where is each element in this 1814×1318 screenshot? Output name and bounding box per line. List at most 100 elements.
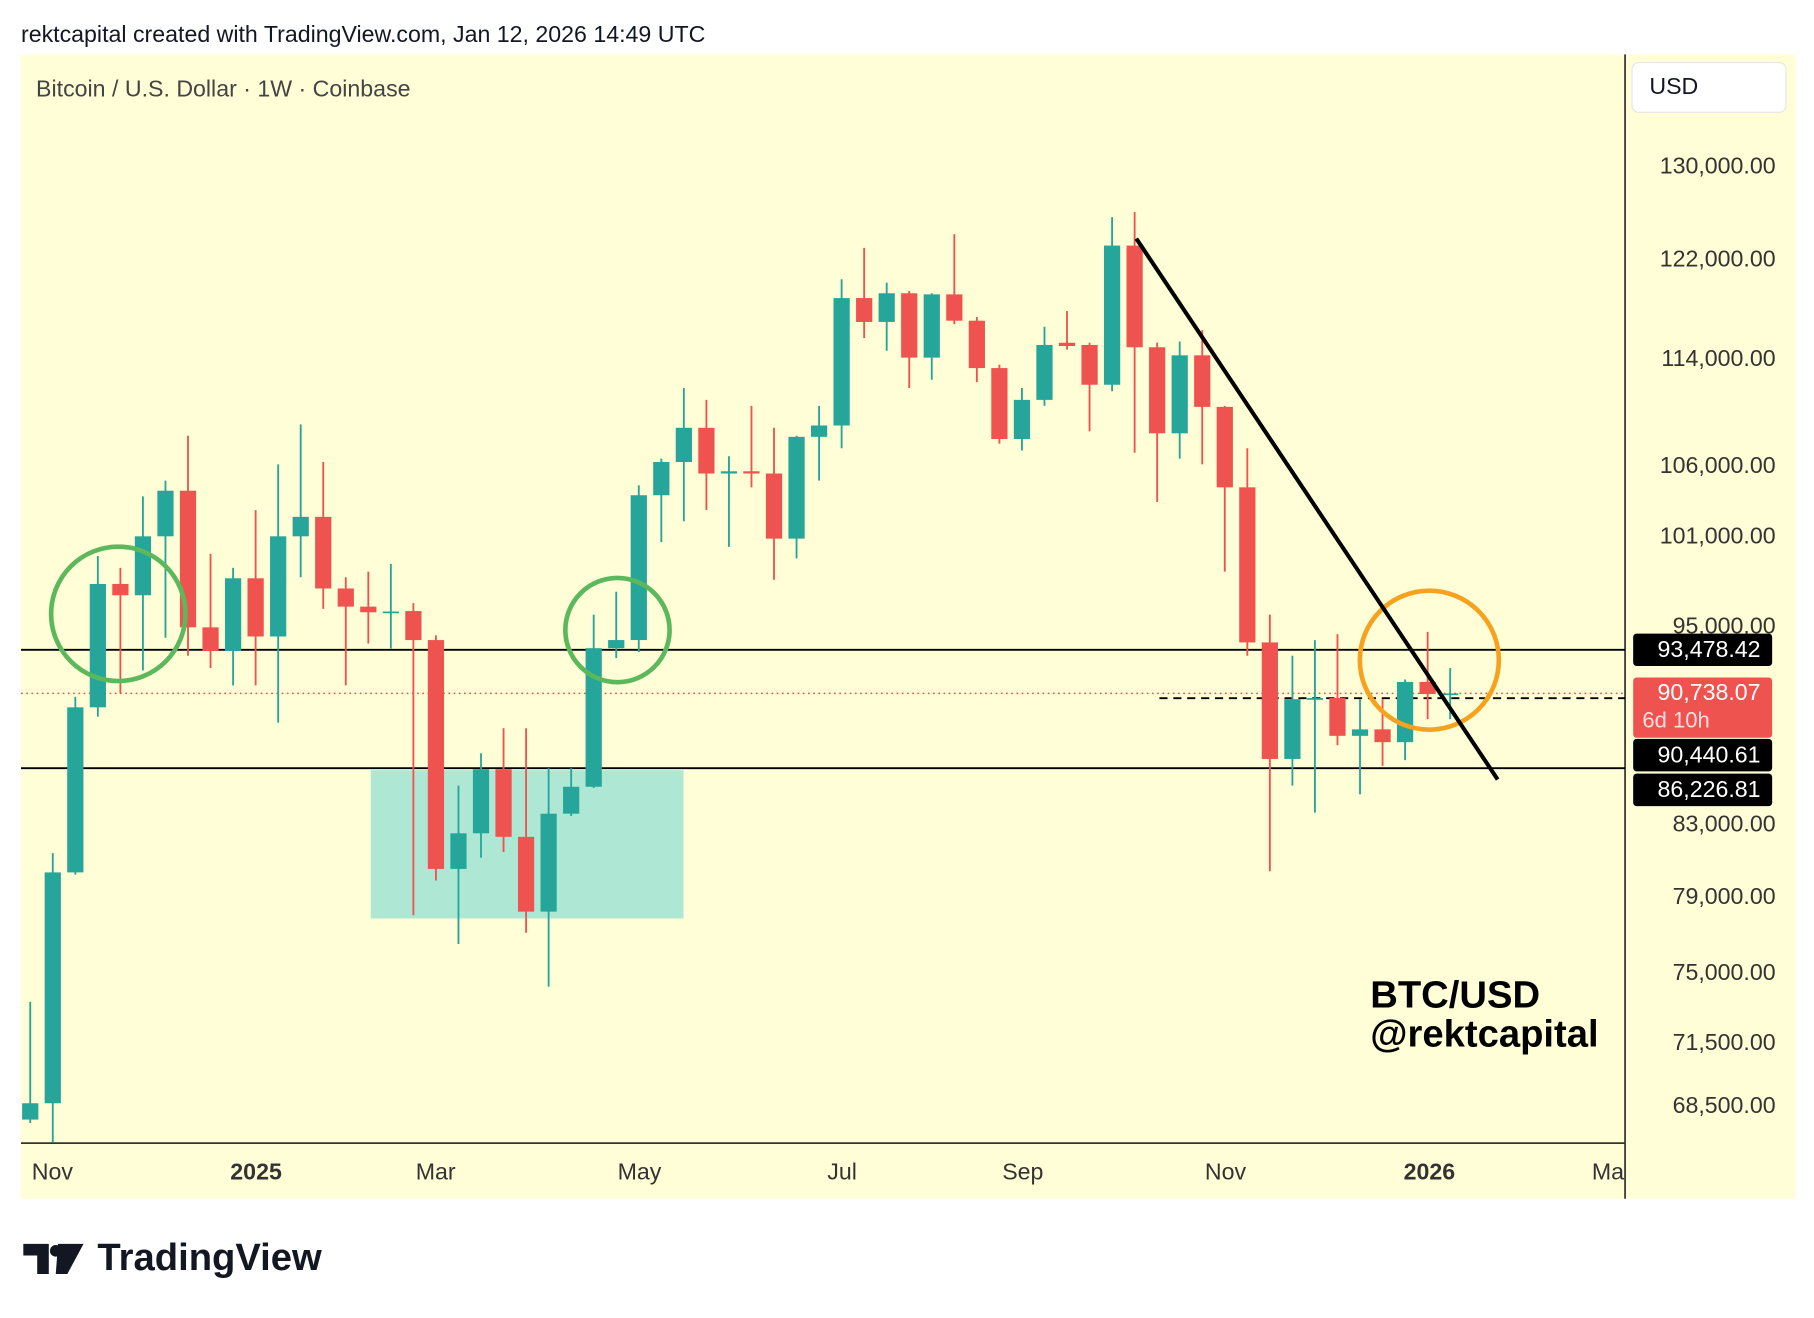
candle-body	[179, 490, 197, 628]
candle-body	[360, 606, 377, 613]
logo-mark	[23, 1243, 84, 1274]
price-level-label: 93,478.42	[1658, 636, 1761, 662]
candle-body	[856, 298, 873, 322]
candle-body	[247, 578, 264, 637]
candle-body	[292, 516, 309, 537]
candle-body	[540, 813, 557, 912]
x-tick-label: Jul	[827, 1158, 857, 1184]
y-tick-label: 75,000.00	[1673, 959, 1776, 985]
x-tick-label: Mar	[416, 1158, 456, 1184]
candle-body	[67, 707, 84, 873]
x-tick-label: May	[618, 1158, 662, 1184]
candle-body	[698, 427, 715, 474]
last-price-label: 90,738.07	[1658, 679, 1761, 705]
trend-line	[1134, 237, 1500, 781]
tradingview-logo: TradingView	[23, 1236, 322, 1279]
candle-body	[315, 516, 332, 589]
candle-body	[89, 583, 106, 708]
price-level-label: 86,226.81	[1658, 776, 1761, 802]
logo-dot	[49, 1245, 62, 1257]
x-tick-label: 2026	[1404, 1158, 1456, 1184]
y-tick-label: 114,000.00	[1661, 345, 1775, 371]
candle-body	[968, 320, 985, 369]
y-tick-label: 71,500.00	[1673, 1029, 1776, 1055]
candle-body	[720, 471, 738, 474]
y-tick-label: 68,500.00	[1673, 1092, 1776, 1118]
candle-body	[1036, 344, 1053, 400]
x-tick-label: Sep	[1002, 1158, 1043, 1184]
candle-body	[991, 368, 1008, 440]
price-level-tag	[1633, 633, 1773, 666]
candle-body	[743, 471, 760, 474]
candle-body	[427, 640, 445, 869]
candle-body	[765, 473, 783, 539]
candle-body	[1351, 729, 1369, 736]
candle-body	[1239, 487, 1256, 643]
green-circle	[48, 544, 188, 684]
orange-circle	[1357, 588, 1502, 732]
price-level-tag	[1633, 773, 1773, 807]
x-tick-label: Nov	[1205, 1158, 1247, 1184]
logo-text: TradingView	[97, 1236, 322, 1279]
candle-body	[563, 786, 580, 814]
candle-body	[1216, 406, 1233, 488]
candle-body	[1013, 399, 1031, 440]
plot-area	[20, 212, 1626, 1143]
candle-body	[585, 648, 602, 787]
candle-body	[923, 294, 940, 358]
candle-body	[1306, 698, 1324, 700]
green-circle	[563, 575, 672, 685]
candle-body	[22, 1103, 39, 1120]
y-tick-label: 79,000.00	[1673, 883, 1776, 909]
candle-body	[472, 769, 490, 834]
candle-body	[1194, 355, 1211, 407]
candle-body	[405, 611, 422, 641]
candle-body	[1374, 729, 1391, 743]
annotation: @rektcapital	[1370, 1013, 1598, 1056]
candle-body	[1171, 355, 1188, 434]
candle-body	[202, 627, 219, 652]
annotations-layer	[48, 237, 1502, 781]
candle-body	[810, 425, 828, 437]
candle-body	[675, 427, 692, 463]
candle-body	[224, 578, 242, 652]
candle-body	[653, 462, 670, 496]
price-level-label: 90,440.61	[1658, 741, 1761, 767]
candle-body	[1261, 642, 1278, 759]
candle-body	[1442, 693, 1459, 696]
candle-body	[270, 536, 287, 637]
y-tick-label: 122,000.00	[1660, 246, 1776, 272]
candle-body	[630, 495, 647, 641]
annotation: BTC/USD	[1370, 973, 1540, 1016]
candle-body	[1058, 342, 1076, 346]
x-tick-label: 2025	[230, 1158, 282, 1184]
candle-body	[450, 833, 467, 869]
candle-body	[1396, 681, 1414, 743]
candle-body	[1419, 681, 1436, 695]
candle-body	[134, 536, 152, 596]
candle-body	[337, 588, 354, 607]
last-price-tag	[1633, 677, 1773, 738]
candle-body	[517, 836, 535, 912]
currency-box[interactable]	[1631, 61, 1787, 113]
candle-body	[1284, 699, 1301, 759]
y-tick-label: 83,000.00	[1673, 810, 1776, 836]
candle-body	[1126, 245, 1143, 348]
candle-body	[946, 294, 963, 321]
y-tick-label: 106,000.00	[1660, 452, 1776, 478]
candle-body	[901, 293, 918, 358]
candle-body	[495, 769, 512, 837]
candle-body	[833, 298, 850, 426]
candle-body	[1329, 698, 1346, 736]
price-level-tag	[1633, 738, 1773, 772]
candle-body	[1081, 344, 1098, 385]
y-tick-label: 130,000.00	[1660, 153, 1776, 179]
countdown: 6d 10h	[1642, 707, 1709, 732]
candle-body	[157, 490, 174, 537]
x-tick-label: Nov	[32, 1158, 74, 1184]
currency[interactable]: USD	[1649, 73, 1698, 99]
candle-body	[112, 583, 129, 596]
header: rektcapital created with TradingView.com…	[21, 21, 705, 47]
y-tick-label: 101,000.00	[1660, 523, 1776, 549]
